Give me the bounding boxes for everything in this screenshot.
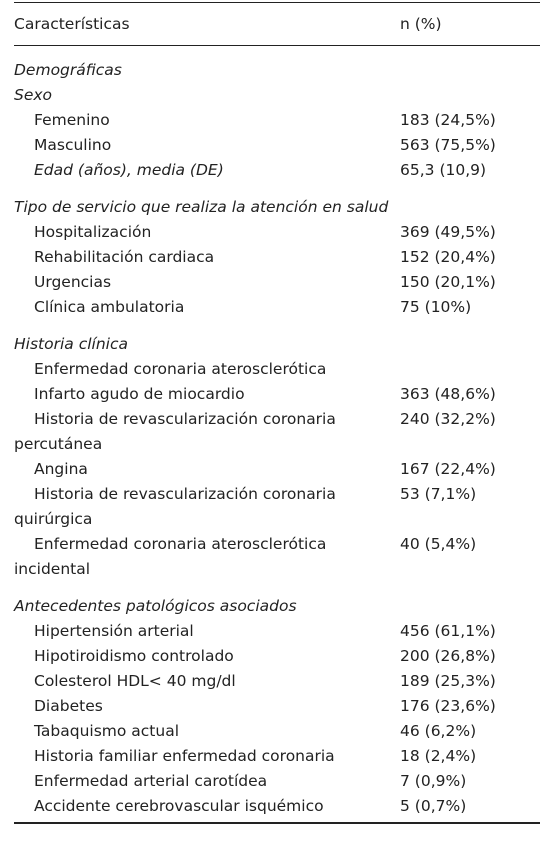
row-value: 75 (10%): [400, 298, 472, 316]
table-row: Accidente cerebrovascular isquémico 5 (0,…: [14, 794, 540, 819]
row-value: 167 (22,4%): [400, 460, 496, 478]
row-value: 183 (24,5%): [400, 111, 496, 129]
table-row: Historia clínica: [14, 332, 540, 357]
row-value: 18 (2,4%): [400, 747, 477, 765]
header-cell: n (%): [400, 15, 442, 33]
row-label: Hospitalización: [34, 223, 152, 241]
row-value: 176 (23,6%): [400, 697, 496, 715]
row-value: 40 (5,4%): [400, 535, 477, 553]
row-label: Accidente cerebrovascular isquémico: [34, 797, 324, 815]
table-row: Antecedentes patológicos asociados: [14, 594, 540, 619]
row-value: 7 (0,9%): [400, 772, 467, 790]
row-label: Angina: [34, 460, 88, 478]
row-value: 5 (0,7%): [400, 797, 467, 815]
table-row: Enfermedad coronaria aterosclerótica: [14, 357, 540, 382]
table-row: Tabaquismo actual 46 (6,2%): [14, 719, 540, 744]
table-row: Demográficas: [14, 58, 540, 83]
row-label: Hipertensión arterial: [34, 622, 194, 640]
section-label: Antecedentes patológicos asociados: [14, 597, 297, 615]
row-label: Historia de revascularización coronaria …: [14, 485, 336, 528]
row-label: Diabetes: [34, 697, 103, 715]
row-value: 563 (75,5%): [400, 136, 496, 154]
table-row: Colesterol HDL< 40 mg/dl 189 (25,3%): [14, 669, 540, 694]
table-row: Infarto agudo de miocardio 363 (48,6%): [14, 382, 540, 407]
table-row: Enfermedad arterial carotídea 7 (0,9%): [14, 769, 540, 794]
row-label: Tabaquismo actual: [34, 722, 180, 740]
table-row: Masculino 563 (75,5%): [14, 133, 540, 158]
header-cell: Características: [14, 15, 130, 33]
row-label: Enfermedad coronaria aterosclerótica inc…: [14, 535, 327, 578]
table-row: Femenino 183 (24,5%): [14, 108, 540, 133]
table: Características n (%) Demográficas Sexo Fe…: [14, 2, 540, 824]
row-label: Edad (años), media (DE): [34, 161, 224, 179]
table-row: Sexo: [14, 83, 540, 108]
table-row: Historia de revascularización coronaria …: [14, 482, 540, 532]
row-value: 363 (48,6%): [400, 385, 496, 403]
table-row: Edad (años), media (DE) 65,3 (10,9): [14, 158, 540, 183]
section-label: Tipo de servicio que realiza la atención…: [14, 198, 389, 216]
row-label: Historia familiar enfermedad coronaria: [34, 747, 335, 765]
row-value: 369 (49,5%): [400, 223, 496, 241]
section-label: Sexo: [14, 86, 53, 104]
row-value: 189 (25,3%): [400, 672, 496, 690]
table-row: Hipertensión arterial 456 (61,1%): [14, 619, 540, 644]
row-value: 240 (32,2%): [400, 410, 496, 428]
table-row: Angina 167 (22,4%): [14, 457, 540, 482]
row-label: Historia de revascularización coronaria …: [14, 410, 336, 453]
row-value: 65,3 (10,9): [400, 161, 487, 179]
row-label: Hipotiroidismo controlado: [34, 647, 234, 665]
table-row: Urgencias 150 (20,1%): [14, 270, 540, 295]
section-label: Demográficas: [14, 61, 122, 79]
row-label: Femenino: [34, 111, 110, 129]
row-value: 53 (7,1%): [400, 485, 477, 503]
row-label: Urgencias: [34, 273, 112, 291]
table-row: Historia familiar enfermedad coronaria 18…: [14, 744, 540, 769]
table-row: Historia de revascularización coronaria …: [14, 407, 540, 457]
section-label: Historia clínica: [14, 335, 128, 353]
row-label: Masculino: [34, 136, 112, 154]
table-row: Diabetes 176 (23,6%): [14, 694, 540, 719]
row-value: 200 (26,8%): [400, 647, 496, 665]
table-row: Hospitalización 369 (49,5%): [14, 220, 540, 245]
table-row: Rehabilitación cardiaca 152 (20,4%): [14, 245, 540, 270]
row-label: Clínica ambulatoria: [34, 298, 185, 316]
header-row: Características n (%): [14, 3, 540, 46]
table-row: Enfermedad coronaria aterosclerótica inc…: [14, 532, 540, 582]
row-label: Infarto agudo de miocardio: [34, 385, 245, 403]
table-row: Hipotiroidismo controlado 200 (26,8%): [14, 644, 540, 669]
row-label: Rehabilitación cardiaca: [34, 248, 215, 266]
row-value: 152 (20,4%): [400, 248, 496, 266]
row-value: 46 (6,2%): [400, 722, 477, 740]
table-row: Tipo de servicio que realiza la atención…: [14, 195, 540, 220]
row-value: 456 (61,1%): [400, 622, 496, 640]
row-label: Enfermedad arterial carotídea: [34, 772, 268, 790]
row-value: 150 (20,1%): [400, 273, 496, 291]
row-label: Colesterol HDL< 40 mg/dl: [34, 672, 236, 690]
table-row: Clínica ambulatoria 75 (10%): [14, 295, 540, 320]
row-label: Enfermedad coronaria aterosclerótica: [34, 360, 327, 378]
